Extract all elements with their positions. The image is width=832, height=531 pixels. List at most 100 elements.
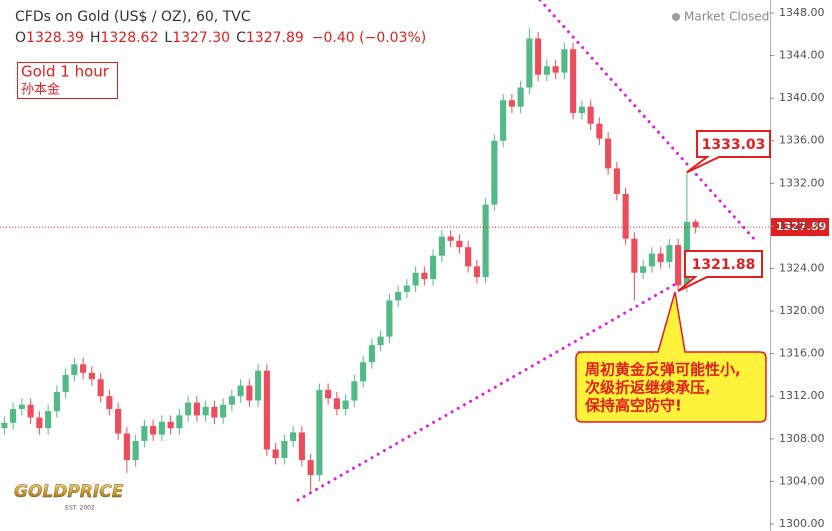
ohlc-value: 1328.62 <box>100 30 158 46</box>
y-tick-label: 1324.00 <box>779 261 825 274</box>
y-tick-label: 1336.00 <box>779 134 825 147</box>
candle-body <box>447 236 454 241</box>
candle-body <box>290 432 297 441</box>
candle-body <box>150 426 157 435</box>
y-tick-label: 1332.00 <box>779 176 825 189</box>
candle-body <box>246 385 253 401</box>
callout-line: 周初黄金反弹可能性小, <box>585 361 741 379</box>
candle-body <box>640 266 647 273</box>
candle-body <box>675 245 682 286</box>
candle-body <box>132 440 139 461</box>
y-tick-label: 1308.00 <box>779 432 825 445</box>
candle-body <box>657 253 664 263</box>
y-tick-label: 1328.00 <box>779 219 825 232</box>
candle-body <box>193 402 200 416</box>
callout-box <box>575 291 767 423</box>
candle-body <box>368 345 375 363</box>
candle-body <box>18 404 25 410</box>
candle-body <box>438 236 445 256</box>
candle-body <box>62 374 69 392</box>
candle-body <box>10 409 17 423</box>
candle-body <box>333 398 340 410</box>
last-price-label: 1327.89 <box>776 220 826 233</box>
ohlc-key: L <box>164 30 172 46</box>
ohlc-header: O1328.39 H1328.62 L1327.30 C1327.89 −0.40 (−… <box>15 30 426 46</box>
candle-body <box>176 415 183 429</box>
candle-body <box>255 370 262 401</box>
y-tick-label: 1312.00 <box>779 389 825 402</box>
candle-body <box>115 409 122 434</box>
candle-body <box>53 391 60 412</box>
candle-body <box>360 362 367 382</box>
candle-body <box>272 449 279 458</box>
y-tick-label: 1348.00 <box>779 6 825 19</box>
candle-body <box>167 421 174 429</box>
candle-body <box>106 396 113 410</box>
candle-body <box>622 193 629 239</box>
candles <box>1 27 699 493</box>
note-author: 孙本金 <box>21 82 60 98</box>
candle-body <box>535 38 542 75</box>
callout-line: 次级折返继续承压, <box>585 379 711 397</box>
candle-body <box>141 426 148 441</box>
logo-sub: EST. 2002 <box>65 505 95 512</box>
candle-body <box>578 106 585 114</box>
price-callout-label: 1333.03 <box>702 137 766 153</box>
candle-body <box>80 364 87 373</box>
candle-body <box>71 364 78 375</box>
candle-body <box>421 272 428 280</box>
ohlc-value: 1327.30 <box>172 30 230 46</box>
candle-body <box>211 406 218 418</box>
chart-title: CFDs on Gold (US$ / OZ), 60, TVC <box>15 9 251 25</box>
candle-body <box>263 370 270 450</box>
candle-body <box>386 300 393 337</box>
candle-body <box>185 402 192 416</box>
candle-body <box>228 396 235 405</box>
candle-body <box>430 255 437 280</box>
candle-body <box>325 389 332 399</box>
y-tick-label: 1300.00 <box>779 517 825 530</box>
candle-body <box>482 204 489 277</box>
logo: GOLDPRICE <box>14 482 124 502</box>
candle-body <box>613 168 620 194</box>
candle-body <box>403 285 410 292</box>
candle-body <box>1 422 8 429</box>
candle-body <box>45 411 52 429</box>
candle-body <box>377 336 384 346</box>
candle-body <box>552 66 559 73</box>
candle-body <box>456 240 463 248</box>
callout-line: 保持高空防守! <box>584 397 682 415</box>
candle-body <box>666 245 673 263</box>
candle-body <box>342 400 349 410</box>
support-trendline <box>296 268 702 502</box>
ohlc-key: O <box>15 30 26 46</box>
status-dot <box>672 13 680 21</box>
candle-body <box>97 379 104 397</box>
y-tick-label: 1340.00 <box>779 91 825 104</box>
candle-body <box>351 381 358 401</box>
candle-body <box>517 87 524 107</box>
candle-body <box>473 266 480 277</box>
candle-body <box>237 385 244 397</box>
candle-body <box>465 247 472 267</box>
candle-body <box>36 417 43 429</box>
candle-body <box>605 138 612 169</box>
candle-body <box>570 49 577 114</box>
ohlc-value: 1327.89 <box>246 30 304 46</box>
y-tick-label: 1344.00 <box>779 49 825 62</box>
candle-body <box>307 460 314 476</box>
candle-body <box>596 123 603 139</box>
candle-body <box>648 253 655 267</box>
candle-body <box>202 406 209 416</box>
ohlc-key: H <box>90 30 101 46</box>
candle-body <box>158 421 165 435</box>
candle-body <box>281 440 288 458</box>
candle-body <box>526 38 533 88</box>
candle-body <box>123 433 130 461</box>
resistance-trendline <box>538 0 757 242</box>
ohlc-change: −0.40 (−0.03%) <box>312 30 426 46</box>
candle-body <box>316 389 323 476</box>
candle-body <box>508 100 515 107</box>
ohlc-value: 1328.39 <box>26 30 84 46</box>
